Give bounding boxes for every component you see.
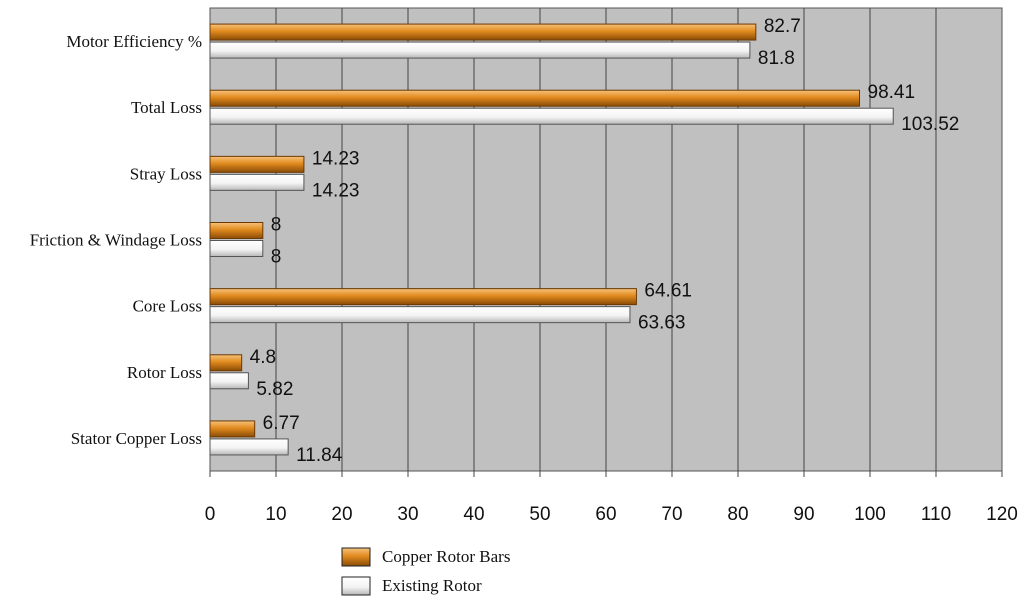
data-label: 63.63 [638,313,686,334]
data-label: 81.8 [758,48,795,69]
data-label: 5.82 [256,379,293,400]
bar-copper-rotor-bars [209,222,264,239]
bar-copper-rotor-bars [209,155,305,173]
category-label: Core Loss [133,297,202,316]
x-tick-label: 20 [331,504,352,525]
category-label: Friction & Windage Loss [30,231,202,250]
bar-existing-rotor [209,372,249,390]
category-label: Rotor Loss [127,363,202,382]
bar-copper-rotor-bars [209,420,256,438]
bar-existing-rotor [209,240,264,257]
data-label: 14.23 [312,148,360,169]
x-tick-label: 60 [595,504,616,525]
x-tick-label: 10 [265,504,286,525]
bar-existing-rotor [209,173,305,191]
x-tick-label: 70 [661,504,682,525]
category-label: Stator Copper Loss [71,429,202,448]
bar-copper-rotor-bars [209,288,637,306]
x-tick-label: 30 [397,504,418,525]
x-tick-label: 0 [205,504,216,525]
data-label: 8 [271,247,282,268]
data-label: 6.77 [263,413,300,434]
x-tick-labels: 0 10 20 30 40 50 60 70 80 90 100 110 120 [205,504,1018,525]
bars [209,23,894,456]
x-tick-label: 90 [793,504,814,525]
x-tick-label: 50 [529,504,550,525]
grid-lines [209,8,1003,477]
category-label: Total Loss [131,98,202,117]
legend-swatch [341,547,371,567]
legend-label: Existing Rotor [382,576,482,595]
x-tick-label: 110 [921,504,951,525]
legend: Copper Rotor Bars Existing Rotor [341,547,510,596]
data-label: 8 [271,215,282,236]
bar-existing-rotor [209,306,631,324]
data-label: 14.23 [312,180,360,201]
bar-copper-rotor-bars [209,23,757,41]
x-tick-label: 120 [986,504,1018,525]
category-label: Motor Efficiency % [66,32,202,51]
legend-label: Copper Rotor Bars [382,547,510,566]
x-tick-label: 40 [463,504,484,525]
data-label: 64.61 [644,281,692,302]
category-label: Stray Loss [130,164,202,183]
data-label: 4.8 [250,347,276,368]
x-tick-label: 80 [727,504,748,525]
data-labels: 82.7 81.8 98.41 103.52 14.23 14.23 8 8 64.61 63.6… [250,16,960,466]
category-labels: Motor Efficiency % Total Loss Stray Loss Fr… [30,32,202,448]
data-label: 11.84 [296,445,343,466]
bar-existing-rotor [209,438,289,456]
bar-copper-rotor-bars [209,89,861,107]
bar-existing-rotor [209,41,751,59]
data-label: 82.7 [764,16,801,37]
x-tick-label: 100 [854,504,886,525]
data-label: 98.41 [868,82,916,103]
bar-existing-rotor [209,107,894,125]
data-label: 103.52 [901,114,959,135]
bar-copper-rotor-bars [209,354,243,372]
legend-swatch [341,576,371,596]
